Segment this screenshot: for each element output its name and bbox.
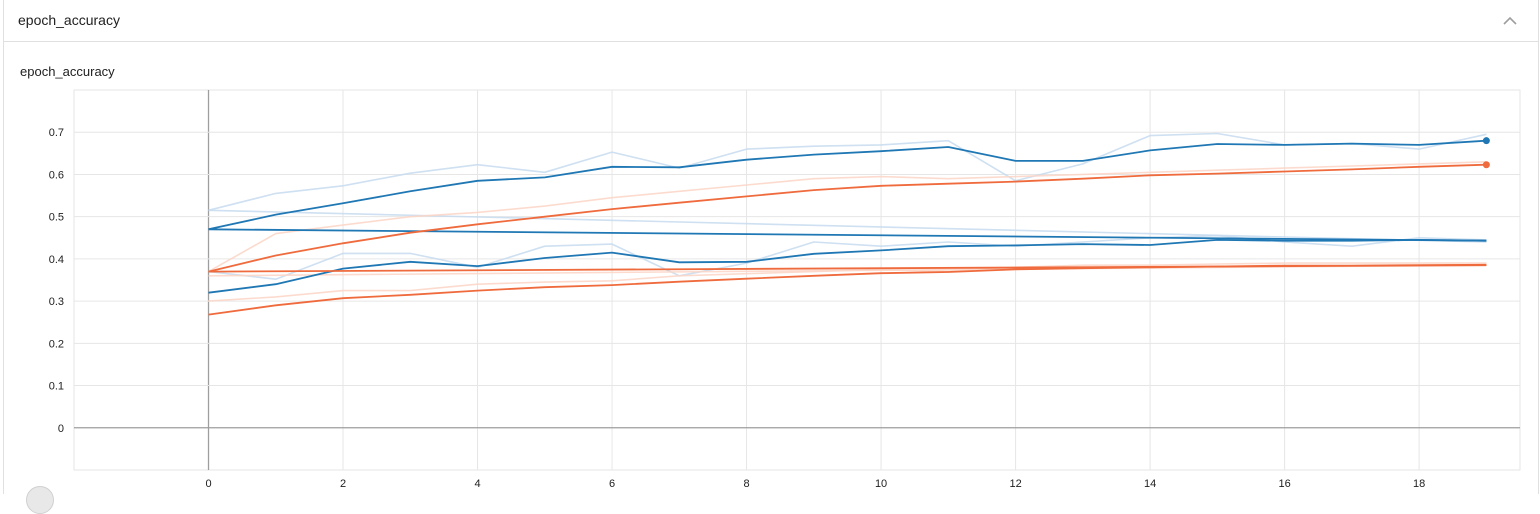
x-tick-label: 8 [743,478,749,490]
y-tick-label: 0.7 [49,127,64,139]
x-tick-label: 4 [474,478,480,490]
card-title: epoch_accuracy [18,12,120,28]
chevron-up-icon[interactable] [1500,11,1520,31]
x-tick-label: 10 [875,478,887,490]
raw-orange-series-line [208,262,1487,302]
card-header: epoch_accuracy [4,0,1538,42]
x-tick-label: 6 [609,478,615,490]
x-tick-label: 12 [1009,478,1021,490]
raw-blue-series-line [208,132,1487,212]
y-tick-label: 0.2 [49,338,64,350]
y-tick-label: 0 [58,423,64,435]
smoothed-blue-series-line [208,139,1487,231]
chart-title: epoch_accuracy [20,64,115,79]
smoothed-orange-series-line [208,263,1487,316]
y-tick-label: 0.3 [49,296,64,308]
x-tick-label: 14 [1144,478,1156,490]
y-tick-label: 0.6 [49,169,64,181]
y-tick-label: 0.1 [49,381,64,393]
fit-domain-button[interactable] [26,486,54,514]
blue-series-end-point [1482,137,1490,145]
smoothed-orange-series-line [208,163,1487,273]
smoothed-blue-series-line [208,238,1487,294]
scalar-card: epoch_accuracy [3,0,1539,494]
raw-orange-series-line [208,161,1487,273]
x-tick-label: 16 [1278,478,1290,490]
line-chart: 0 2 4 6 8 10 12 14 16 18 0 0.1 0.2 0.3 0.4 0.5 0.6 0.7 [49,89,1521,490]
orange-series-end-point [1482,161,1490,169]
raw-blue-series-line [208,234,1487,281]
x-tick-label: 0 [205,478,211,490]
raw-blue-series-line [208,209,1487,243]
x-tick-label: 2 [340,478,346,490]
x-tick-label: 18 [1413,478,1425,490]
y-tick-label: 0.4 [49,254,64,266]
plot-frame [73,89,1521,471]
y-tick-label: 0.5 [49,212,64,224]
